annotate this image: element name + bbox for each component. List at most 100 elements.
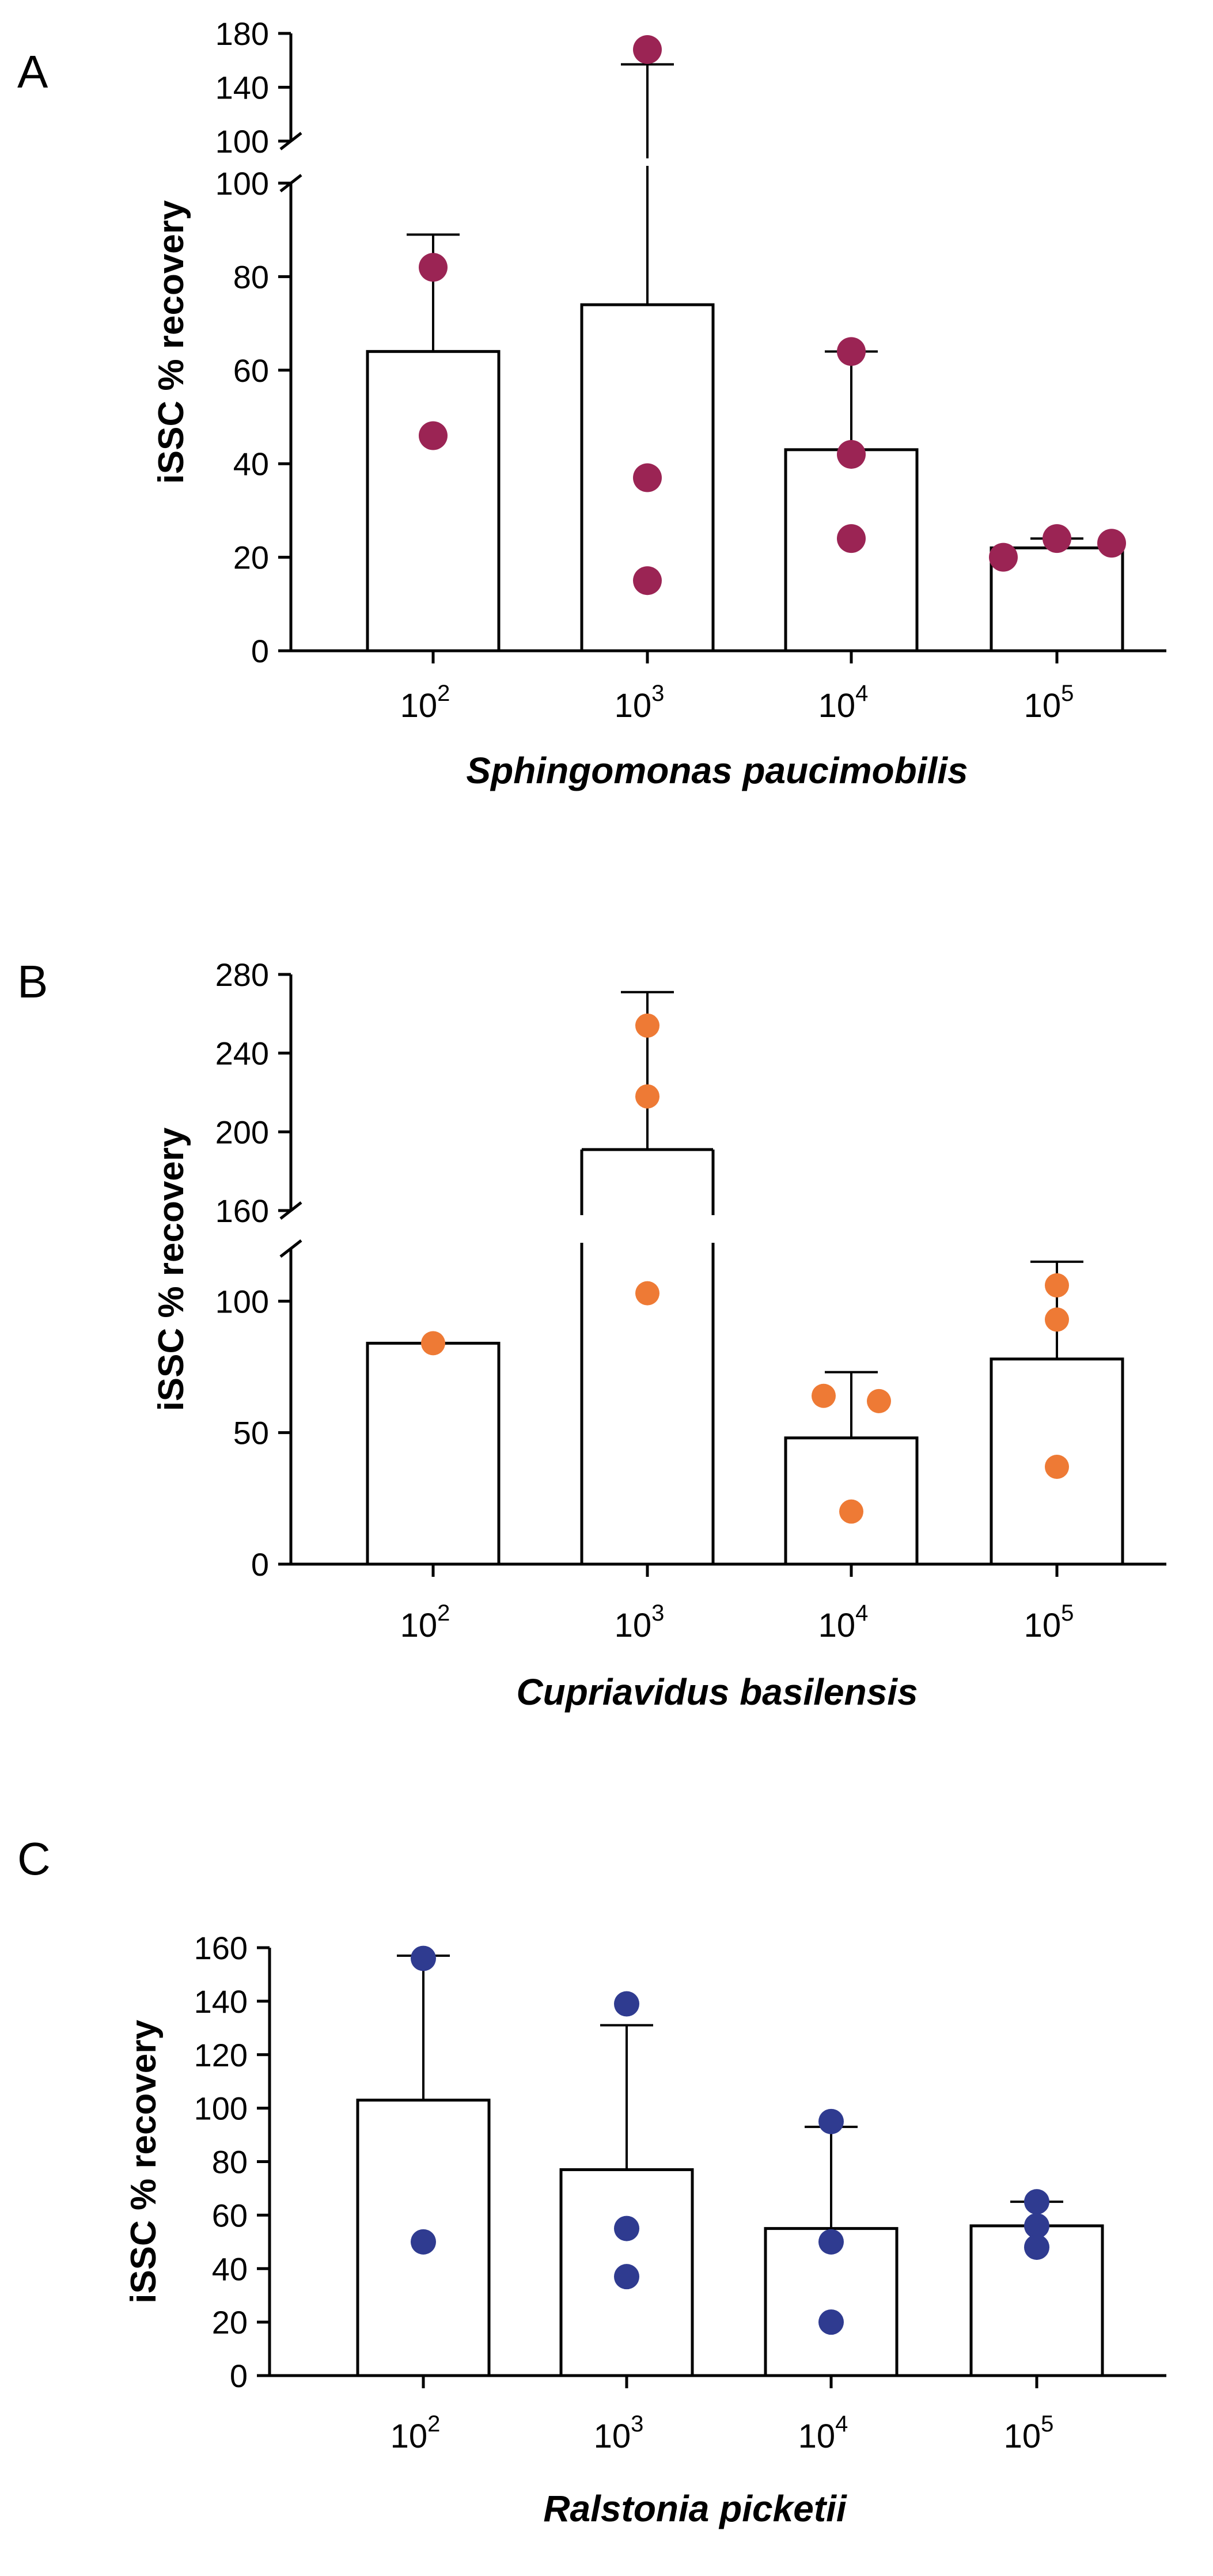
data-point [818, 2229, 844, 2255]
y-tick-label: 180 [215, 16, 269, 52]
x-tick-label: 105 [1024, 681, 1074, 724]
x-tick-base: 10 [798, 2418, 836, 2455]
y-tick-label: 80 [212, 2144, 248, 2180]
y-tick-label: 200 [215, 1114, 269, 1150]
bar [580, 1148, 715, 1564]
x-tick-exponent: 3 [651, 681, 664, 706]
x-tick-label: 103 [594, 2411, 644, 2455]
x-tick-base: 10 [400, 687, 438, 724]
y-tick-label: 50 [233, 1415, 269, 1451]
data-point [812, 1383, 836, 1408]
error-bar [621, 63, 674, 305]
data-point [411, 2229, 436, 2255]
x-tick-base: 10 [615, 687, 652, 724]
data-point [1024, 2189, 1049, 2215]
y-tick-label: 0 [251, 1546, 269, 1583]
data-point [818, 2309, 844, 2335]
x-tick-base: 10 [615, 1607, 652, 1644]
x-tick-label: 104 [798, 2411, 848, 2455]
bar [764, 2227, 899, 2377]
x-tick-base: 10 [818, 1607, 856, 1644]
x-tick-base: 10 [1024, 687, 1062, 724]
bar [366, 1341, 501, 1566]
y-tick-label: 20 [233, 540, 269, 576]
data-point [1024, 2213, 1049, 2239]
panel-label: C [17, 1833, 51, 1884]
data-point [635, 1013, 659, 1038]
bar [990, 546, 1124, 652]
y-tick-label: 100 [215, 165, 269, 202]
x-tick-exponent: 4 [855, 681, 868, 706]
x-tick-label: 103 [615, 681, 665, 724]
y-axis-label: iSSC % recovery [124, 2020, 164, 2304]
x-axis-label: Ralstonia picketii [543, 2488, 847, 2529]
x-axis-label: Cupriavidus basilensis [516, 1671, 918, 1713]
x-tick-exponent: 3 [651, 1600, 664, 1626]
y-tick-label: 0 [251, 633, 269, 669]
x-tick-exponent: 3 [631, 2411, 643, 2437]
error-bar [397, 1954, 450, 2100]
data-point [837, 524, 866, 553]
x-tick-base: 10 [391, 2418, 428, 2455]
y-tick-label: 100 [194, 2091, 248, 2127]
data-point [633, 463, 662, 492]
bar [366, 350, 501, 652]
x-tick-label: 102 [391, 2411, 441, 2455]
data-point [635, 1281, 659, 1306]
y-tick-label: 100 [215, 123, 269, 160]
panel-label: A [17, 46, 48, 97]
y-tick-label: 80 [233, 259, 269, 295]
x-tick-label: 104 [818, 681, 869, 724]
x-tick-label: 105 [1024, 1600, 1074, 1644]
y-tick-label: 160 [194, 1930, 248, 1966]
y-tick-label: 20 [212, 2304, 248, 2340]
y-axis-label: iSSC % recovery [151, 200, 191, 484]
x-tick-exponent: 4 [835, 2411, 848, 2437]
data-point [837, 337, 866, 366]
y-tick-label: 100 [215, 1283, 269, 1319]
data-point [633, 35, 662, 65]
y-tick-label: 40 [212, 2251, 248, 2287]
y-axis-label: iSSC % recovery [151, 1127, 191, 1411]
data-point [633, 566, 662, 595]
y-tick-label: 160 [215, 1193, 269, 1229]
x-tick-base: 10 [594, 2418, 631, 2455]
data-point [1045, 1307, 1069, 1332]
x-tick-exponent: 5 [1061, 1600, 1074, 1626]
data-point [989, 542, 1018, 572]
y-tick-label: 140 [194, 1983, 248, 2020]
data-point [1045, 1455, 1069, 1479]
y-tick-label: 0 [230, 2358, 248, 2394]
y-tick-label: 140 [215, 70, 269, 106]
data-point [1045, 1273, 1069, 1298]
x-tick-label: 105 [1004, 2411, 1054, 2455]
data-point [614, 2264, 639, 2290]
y-tick-label: 280 [215, 957, 269, 993]
y-tick-label: 60 [212, 2197, 248, 2233]
data-point [818, 2108, 844, 2134]
x-tick-exponent: 2 [437, 1600, 450, 1626]
x-tick-exponent: 5 [1041, 2411, 1053, 2437]
data-point [614, 2215, 639, 2241]
data-point [419, 421, 448, 450]
panel-label: B [17, 956, 48, 1007]
data-point [867, 1388, 891, 1413]
data-point [411, 1945, 436, 1971]
x-tick-base: 10 [1024, 1607, 1062, 1644]
x-axis-label: Sphingomonas paucimobilis [466, 750, 968, 791]
x-tick-exponent: 2 [437, 681, 450, 706]
x-tick-exponent: 5 [1061, 681, 1074, 706]
x-tick-label: 104 [818, 1600, 869, 1644]
data-point [421, 1331, 445, 1356]
data-point [635, 1084, 659, 1109]
y-tick-label: 60 [233, 352, 269, 389]
x-tick-exponent: 2 [427, 2411, 440, 2437]
axis-break-mark [279, 1239, 302, 1258]
data-point [419, 253, 448, 282]
data-point [837, 439, 866, 469]
x-tick-label: 103 [615, 1600, 665, 1644]
